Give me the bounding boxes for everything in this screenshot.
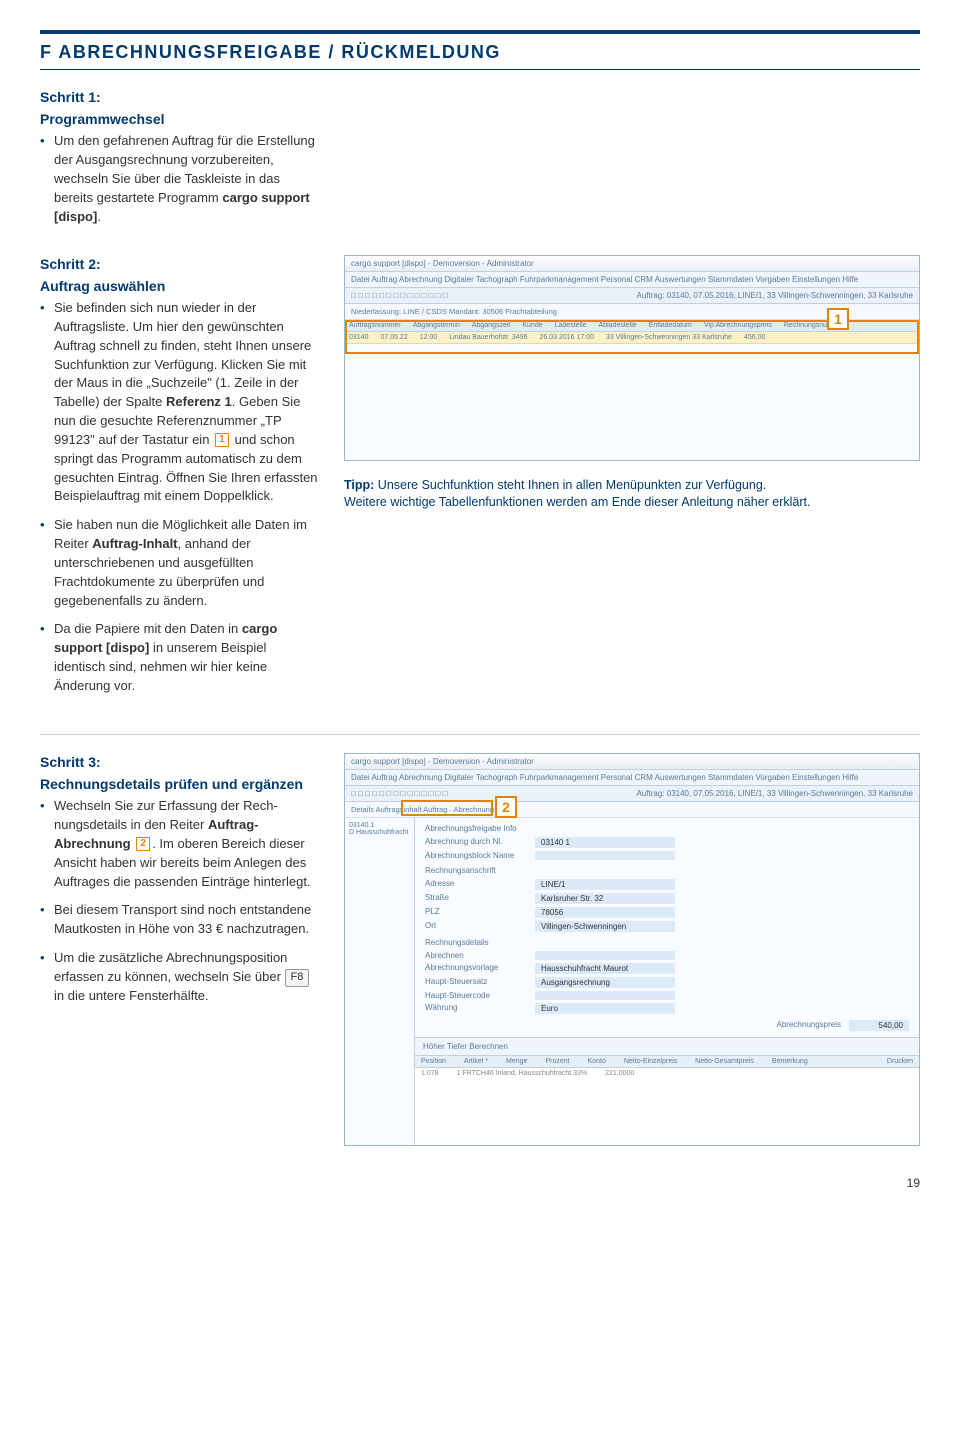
ss2-titlebar: cargo support [dispo] - Demoversion - Ad… [345, 754, 919, 770]
ss2-footer-buttons: Höher Tiefer Berechnen [415, 1037, 919, 1055]
step2-bullet2: Sie haben nun die Möglichkeit alle Daten… [40, 516, 320, 610]
step3-bullet1: Wechseln Sie zur Erfassung der Rech­nung… [40, 797, 320, 891]
step1-bullet1: Um den gefahrenen Auftrag für die Erstel… [40, 132, 320, 226]
callout-1: 1 [827, 308, 849, 330]
step3-subtitle: Rechnungsdetails prüfen und ergänzen [40, 775, 320, 793]
inline-badge-1: 1 [215, 433, 229, 447]
screenshot-1: cargo support [dispo] - Demoversion - Ad… [344, 255, 920, 461]
screenshot-2: cargo support [dispo] - Demoversion - Ad… [344, 753, 920, 1146]
callout-2: 2 [495, 796, 517, 818]
ss2-body: 03140.1 D Hausschuhfracht Abrechnungsfre… [345, 818, 919, 1145]
page-number: 19 [40, 1176, 920, 1190]
step2-bullet1: Sie befinden sich nun wieder in der Auft… [40, 299, 320, 506]
step-1: Schritt 1: Programmwechsel Um den gefahr… [40, 88, 320, 227]
step-2: Schritt 2: Auftrag auswählen Sie befinde… [40, 255, 920, 706]
step1-subtitle: Programmwechsel [40, 110, 320, 128]
step3-bullet3: Um die zusätzliche Abrechnungs­position … [40, 949, 320, 1006]
step2-subtitle: Auftrag auswählen [40, 277, 320, 295]
tip-text: Tipp: Unsere Suchfunktion steht Ihnen in… [344, 477, 920, 512]
ss1-menu: Datei Auftrag Abrechnung Digitaler Tacho… [345, 272, 919, 288]
ss2-form: Abrechnungsfreigabe Info Abrechnung durc… [415, 818, 919, 1037]
page-title: F ABRECHNUNGSFREIGABE / RÜCKMELDUNG [40, 42, 920, 63]
key-f8: F8 [285, 969, 310, 987]
step3-bullet2: Bei diesem Transport sind noch ent­stand… [40, 901, 320, 939]
ss2-sidebar: 03140.1 D Hausschuhfracht [345, 818, 415, 1145]
section-header: F ABRECHNUNGSFREIGABE / RÜCKMELDUNG [40, 30, 920, 70]
ss1-toolbar: □ □ □ □ □ □ □ □ □ □ □ □ □ □ Auftrag: 031… [345, 288, 919, 304]
step2-bullet3: Da die Papiere mit den Daten in cargo su… [40, 620, 320, 695]
step-3: Schritt 3: Rechnungsdetails prüfen und e… [40, 753, 920, 1146]
ss1-body: AuftragsnummerAbgangsterminAbgangszeitKu… [345, 320, 919, 460]
ss1-titlebar: cargo support [dispo] - Demoversion - Ad… [345, 256, 919, 272]
ss2-menu: Datei Auftrag Abrechnung Digitaler Tacho… [345, 770, 919, 786]
step1-title: Schritt 1: [40, 88, 320, 106]
step3-title: Schritt 3: [40, 753, 320, 771]
step2-title: Schritt 2: [40, 255, 320, 273]
divider [40, 734, 920, 735]
ss2-tabs: Details Auftragsinhalt Auftrag · Abrechn… [345, 802, 919, 818]
ss2-grid: PositionArtikel *MengeProzentKontoNetto-… [415, 1055, 919, 1145]
inline-badge-2: 2 [136, 837, 150, 851]
